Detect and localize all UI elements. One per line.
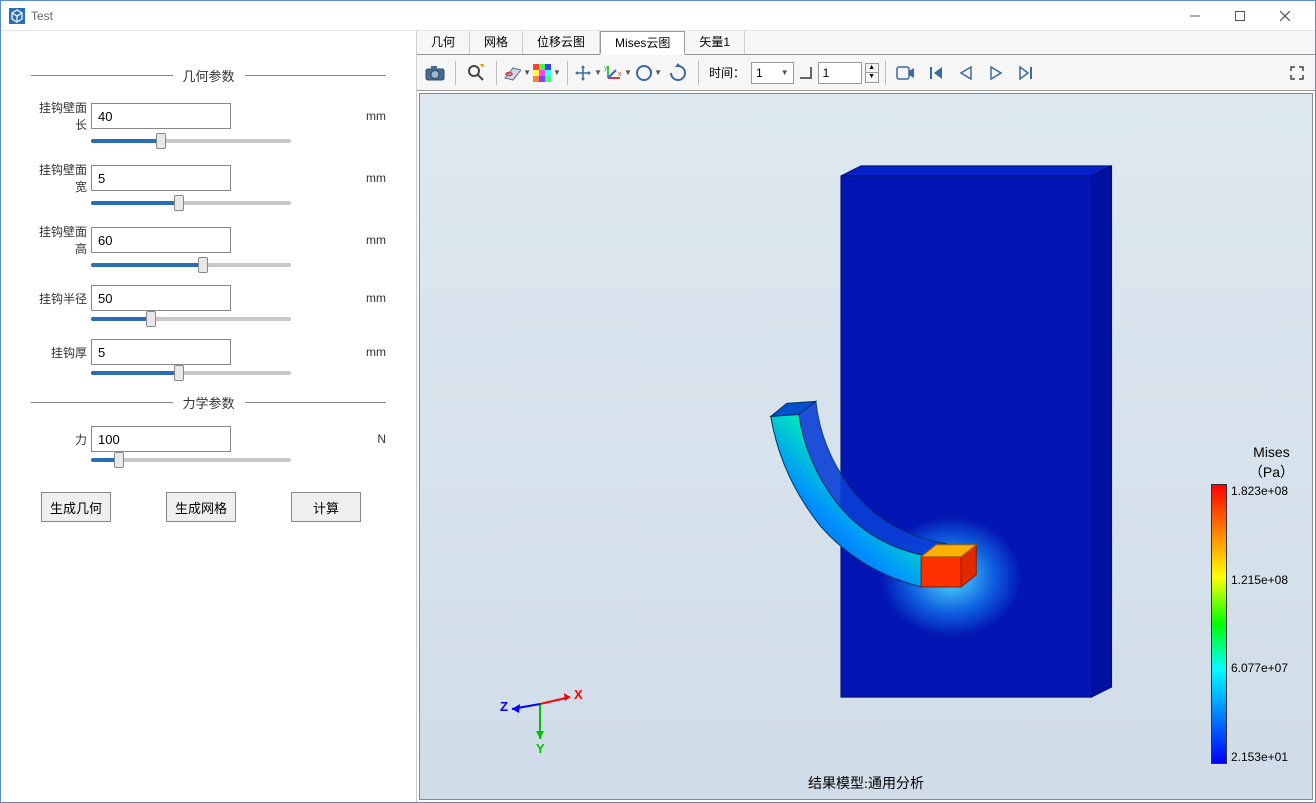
- colorbar-title: Mises（Pa）: [1249, 444, 1294, 482]
- first-frame-icon[interactable]: [922, 59, 950, 87]
- camera-icon[interactable]: [421, 59, 449, 87]
- param-2: 挂钩壁面高 mm: [31, 223, 386, 257]
- param-0-input[interactable]: [91, 103, 231, 129]
- param-4-unit: mm: [326, 345, 386, 359]
- prev-frame-icon[interactable]: [952, 59, 980, 87]
- record-icon[interactable]: [892, 59, 920, 87]
- generate-geometry-button[interactable]: 生成几何: [41, 492, 111, 522]
- force-slider[interactable]: [91, 458, 291, 462]
- param-1-slider[interactable]: [91, 201, 291, 205]
- param-2-label: 挂钩壁面高: [31, 223, 91, 257]
- param-1-unit: mm: [326, 171, 386, 185]
- param-3-input[interactable]: [91, 285, 231, 311]
- colorbar-min: 2.153e+01: [1231, 750, 1288, 764]
- param-2-unit: mm: [326, 233, 386, 247]
- param-3-label: 挂钩半径: [31, 290, 91, 307]
- play-icon[interactable]: [982, 59, 1010, 87]
- calculate-button[interactable]: 计算: [291, 492, 361, 522]
- param-0: 挂钩壁面长 mm: [31, 99, 386, 133]
- param-3-slider[interactable]: [91, 317, 291, 321]
- section-mechanics-label: 力学参数: [173, 393, 245, 412]
- param-4: 挂钩厚 mm: [31, 339, 386, 365]
- force-unit: N: [326, 432, 386, 446]
- colorbar-max: 1.823e+08: [1231, 484, 1288, 498]
- step-end-icon[interactable]: [796, 59, 816, 87]
- move-icon[interactable]: ▼: [574, 59, 602, 87]
- param-2-input[interactable]: [91, 227, 231, 253]
- param-0-label: 挂钩壁面长: [31, 99, 91, 133]
- app-icon: [9, 8, 25, 24]
- param-4-input[interactable]: [91, 339, 231, 365]
- colormap-icon[interactable]: ▼: [533, 59, 561, 87]
- reset-view-icon[interactable]: [664, 59, 692, 87]
- tab-2[interactable]: 位移云图: [523, 31, 600, 54]
- tab-1[interactable]: 网格: [470, 31, 523, 54]
- colorbar-mid1: 1.215e+08: [1231, 573, 1288, 587]
- svg-text:Z: Z: [500, 699, 508, 714]
- param-3-unit: mm: [326, 291, 386, 305]
- time-label: 时间：: [709, 64, 745, 81]
- time-select[interactable]: 1▼: [751, 62, 794, 84]
- section-geometry-label: 几何参数: [173, 66, 245, 85]
- next-frame-icon[interactable]: [1012, 59, 1040, 87]
- param-4-slider[interactable]: [91, 371, 291, 375]
- param-1: 挂钩壁面宽 mm: [31, 161, 386, 195]
- svg-text:x: x: [618, 71, 622, 78]
- tab-0[interactable]: 几何: [417, 31, 470, 54]
- maximize-button[interactable]: [1217, 1, 1262, 30]
- param-1-label: 挂钩壁面宽: [31, 161, 91, 195]
- axis-triad: X Y Z: [500, 669, 590, 759]
- force-label: 力: [31, 431, 91, 448]
- tab-3[interactable]: Mises云图: [600, 31, 685, 55]
- param-4-label: 挂钩厚: [31, 344, 91, 361]
- tab-bar: 几何网格位移云图Mises云图矢量1: [417, 31, 1315, 55]
- generate-mesh-button[interactable]: 生成网格: [166, 492, 236, 522]
- param-0-slider[interactable]: [91, 139, 291, 143]
- axes-icon[interactable]: xy▼: [604, 59, 632, 87]
- window-title: Test: [31, 9, 1172, 23]
- viewport-3d[interactable]: X Y Z 结果模型:通用分析 Mises（Pa） 1.823e+08 1.21…: [419, 93, 1313, 800]
- param-1-input[interactable]: [91, 165, 231, 191]
- expand-icon[interactable]: [1283, 59, 1311, 87]
- param-force: 力 N: [31, 426, 386, 452]
- close-button[interactable]: [1262, 1, 1307, 30]
- step-input[interactable]: [818, 62, 862, 84]
- svg-text:X: X: [574, 687, 583, 702]
- minimize-button[interactable]: [1172, 1, 1217, 30]
- toolbar: ▼ ▼ ▼ xy▼ ▼ 时间： 1▼ ▲▼: [417, 55, 1315, 91]
- colorbar-gradient: [1211, 484, 1227, 764]
- result-model-label: 结果模型:通用分析: [808, 773, 924, 793]
- step-up[interactable]: ▲: [865, 63, 879, 73]
- force-input[interactable]: [91, 426, 231, 452]
- section-mechanics-header: 力学参数: [31, 393, 386, 412]
- main-panel: 几何网格位移云图Mises云图矢量1 ▼ ▼ ▼ xy▼ ▼ 时间： 1▼ ▲▼: [416, 31, 1315, 802]
- step-down[interactable]: ▼: [865, 73, 879, 83]
- colorbar-mid2: 6.077e+07: [1231, 661, 1288, 675]
- titlebar: Test: [1, 1, 1315, 31]
- section-geometry-header: 几何参数: [31, 66, 386, 85]
- param-3: 挂钩半径 mm: [31, 285, 386, 311]
- svg-text:y: y: [604, 65, 608, 72]
- zoom-icon[interactable]: [462, 59, 490, 87]
- rotate-icon[interactable]: ▼: [634, 59, 662, 87]
- param-2-slider[interactable]: [91, 263, 291, 267]
- clip-plane-icon[interactable]: ▼: [503, 59, 531, 87]
- colorbar: 1.823e+08 1.215e+08 6.077e+07 2.153e+01: [1211, 484, 1288, 764]
- param-0-unit: mm: [326, 109, 386, 123]
- svg-text:Y: Y: [536, 741, 545, 756]
- tab-4[interactable]: 矢量1: [685, 31, 745, 54]
- sidebar: 几何参数 挂钩壁面长 mm 挂钩壁面宽 mm 挂钩壁面高 mm 挂钩半径 mm …: [1, 31, 416, 802]
